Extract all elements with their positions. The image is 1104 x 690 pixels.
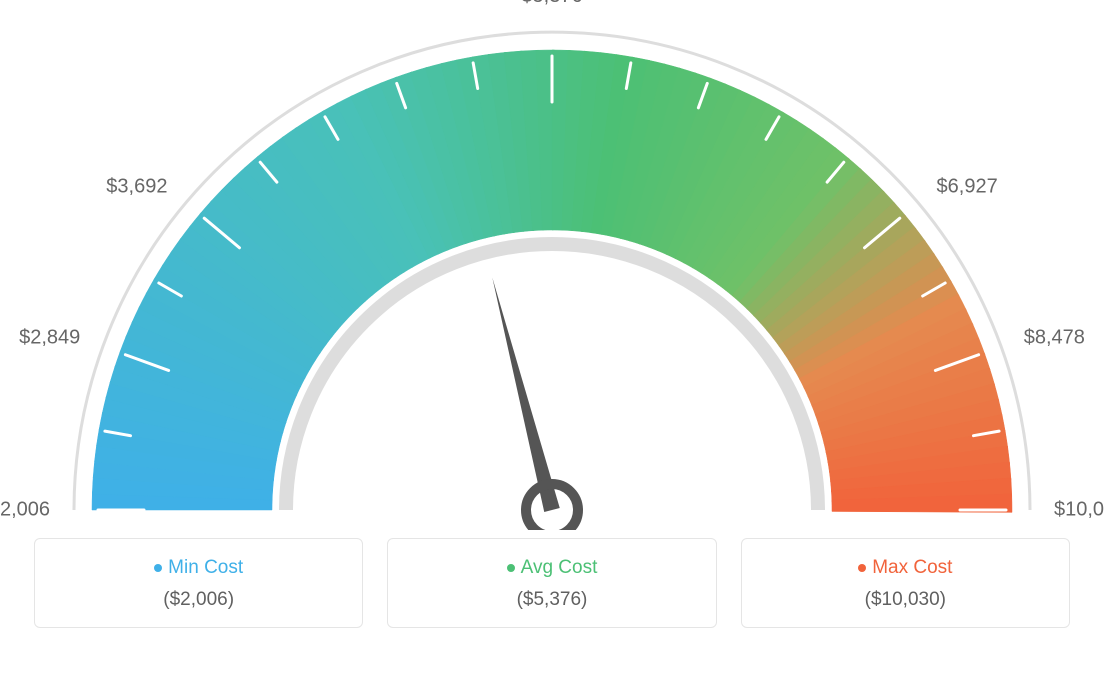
gauge-scale-label: $8,478 [1024,327,1085,350]
avg-cost-card: Avg Cost ($5,376) [387,538,716,628]
avg-cost-label: Avg Cost [521,557,598,578]
avg-cost-value: ($5,376) [398,589,705,611]
max-cost-label: Max Cost [872,557,952,578]
max-dot-icon [858,564,866,572]
gauge-scale-label: $2,006 [0,499,50,522]
min-cost-label: Min Cost [168,557,243,578]
gauge-scale-label: $5,376 [521,0,582,8]
gauge-scale-label: $10,030 [1054,499,1104,522]
max-cost-card: Max Cost ($10,030) [741,538,1070,628]
avg-dot-icon [507,564,515,572]
min-cost-value: ($2,006) [45,589,352,611]
cost-gauge: $2,006$2,849$3,692$5,376$6,927$8,478$10,… [30,10,1074,530]
legend-cards: Min Cost ($2,006) Avg Cost ($5,376) Max … [30,538,1074,628]
min-cost-card: Min Cost ($2,006) [34,538,363,628]
avg-cost-title: Avg Cost [398,557,705,579]
min-cost-title: Min Cost [45,557,352,579]
min-dot-icon [154,564,162,572]
max-cost-title: Max Cost [752,557,1059,579]
gauge-scale-label: $2,849 [19,327,80,350]
max-cost-value: ($10,030) [752,589,1059,611]
gauge-scale-label: $3,692 [106,176,167,199]
gauge-svg [30,10,1074,530]
gauge-scale-label: $6,927 [937,176,998,199]
